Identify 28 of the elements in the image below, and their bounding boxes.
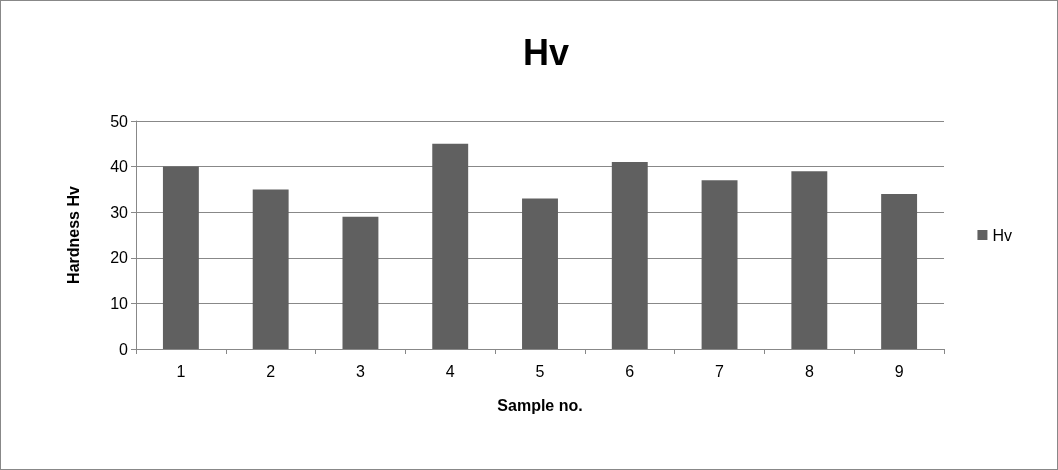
x-tick-label: 3 bbox=[355, 362, 365, 380]
x-axis-title: Sample no. bbox=[497, 396, 583, 414]
bar bbox=[701, 180, 738, 349]
y-tick-label: 20 bbox=[110, 249, 129, 267]
bar bbox=[611, 162, 648, 349]
y-tick-label: 30 bbox=[110, 203, 129, 221]
bar bbox=[522, 198, 558, 349]
x-tick-label: 7 bbox=[715, 362, 725, 380]
x-tick-label: 8 bbox=[804, 362, 814, 380]
x-tick-label: 5 bbox=[535, 362, 545, 380]
chart-title: Hv bbox=[522, 31, 570, 73]
bar bbox=[252, 189, 289, 349]
bar bbox=[342, 216, 379, 349]
bar bbox=[432, 143, 469, 349]
y-tick-label: 0 bbox=[119, 340, 129, 358]
bar bbox=[881, 193, 918, 349]
bar bbox=[162, 166, 199, 349]
x-tick-label: 1 bbox=[176, 362, 186, 380]
x-tick-label: 2 bbox=[266, 362, 276, 380]
y-tick-label: 10 bbox=[110, 294, 129, 312]
x-tick-label: 4 bbox=[445, 362, 455, 380]
bar bbox=[791, 171, 828, 349]
y-tick-label: 40 bbox=[110, 158, 129, 176]
y-tick-label: 50 bbox=[110, 112, 129, 130]
x-tick-label: 6 bbox=[625, 362, 635, 380]
legend-label: Hv bbox=[992, 226, 1013, 244]
x-tick-label: 9 bbox=[894, 362, 904, 380]
y-axis-title: Hardness Hv bbox=[64, 185, 82, 284]
